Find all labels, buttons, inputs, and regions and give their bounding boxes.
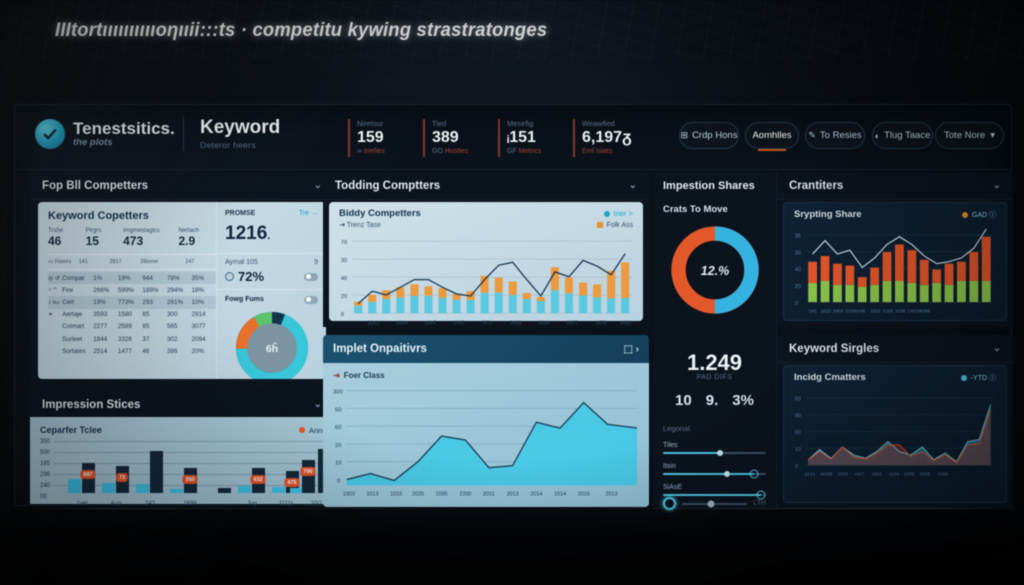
svg-text:2013: 2013: [507, 491, 519, 497]
svg-text:10: 10: [795, 447, 801, 453]
svg-text:1683: 1683: [620, 321, 632, 327]
svg-text:2025: 2025: [412, 491, 424, 497]
svg-text:10: 10: [335, 461, 342, 467]
svg-text:1005: 1005: [938, 472, 949, 477]
svg-text:2014: 2014: [538, 321, 550, 327]
svg-text:300: 300: [333, 390, 344, 396]
svg-text:50: 50: [795, 396, 801, 402]
svg-text:0: 0: [795, 301, 798, 307]
svg-text:1022: 1022: [821, 309, 832, 314]
svg-text:AW: AW: [858, 309, 866, 314]
svg-text:2077: 2077: [567, 321, 579, 327]
svg-text:2200: 2200: [459, 491, 471, 497]
svg-text:1005: 1005: [453, 321, 465, 327]
svg-text:40: 40: [341, 276, 347, 282]
svg-text:0: 0: [337, 478, 341, 484]
svg-text:70: 70: [341, 240, 347, 246]
svg-text:2013: 2013: [605, 491, 617, 497]
svg-text:12.%: 12.%: [700, 264, 728, 278]
svg-text:1005: 1005: [904, 472, 915, 477]
svg-text:2904: 2904: [833, 309, 844, 314]
svg-text:35: 35: [795, 233, 801, 239]
svg-text:50: 50: [335, 407, 342, 413]
svg-text:JA21: JA21: [805, 472, 816, 477]
svg-text:30: 30: [795, 250, 801, 256]
svg-text:7071: 7071: [481, 321, 493, 327]
svg-text:21W9: 21W9: [845, 309, 858, 314]
svg-text:'141: '141: [808, 309, 817, 314]
svg-text:1679: 1679: [595, 321, 607, 327]
svg-text:2014: 2014: [530, 491, 542, 497]
svg-text:1066: 1066: [920, 309, 931, 314]
svg-text:2013: 2013: [367, 321, 379, 327]
svg-text:2011: 2011: [483, 491, 495, 497]
svg-text:2025: 2025: [920, 472, 931, 477]
svg-text:0: 0: [795, 464, 798, 470]
svg-text:1903: 1903: [343, 491, 355, 497]
svg-text:1814: 1814: [396, 321, 408, 327]
svg-text:1015: 1015: [390, 491, 402, 497]
svg-text:1W2: 1W2: [872, 472, 882, 477]
svg-text:20: 20: [341, 294, 347, 300]
svg-text:2016: 2016: [578, 491, 590, 497]
svg-text:90: 90: [795, 413, 801, 419]
svg-text:1024: 1024: [870, 309, 881, 314]
svg-text:20: 20: [335, 443, 342, 449]
svg-text:1013: 1013: [367, 491, 379, 497]
svg-text:0: 0: [341, 312, 344, 318]
svg-text:AW7: AW7: [854, 472, 864, 477]
svg-text:40: 40: [795, 267, 801, 273]
svg-text:1095: 1095: [436, 491, 448, 497]
svg-text:60: 60: [335, 425, 342, 431]
svg-text:1514: 1514: [554, 491, 566, 497]
svg-text:1015: 1015: [424, 321, 436, 327]
svg-text:1003: 1003: [837, 472, 848, 477]
svg-text:NA05: NA05: [821, 472, 833, 477]
svg-text:20: 20: [795, 284, 801, 290]
svg-text:30: 30: [341, 258, 347, 264]
svg-text:1104: 1104: [889, 472, 899, 477]
svg-text:2003: 2003: [510, 321, 522, 327]
svg-text:1036: 1036: [895, 309, 906, 314]
svg-text:2169: 2169: [883, 309, 894, 314]
svg-text:80: 80: [795, 430, 801, 436]
